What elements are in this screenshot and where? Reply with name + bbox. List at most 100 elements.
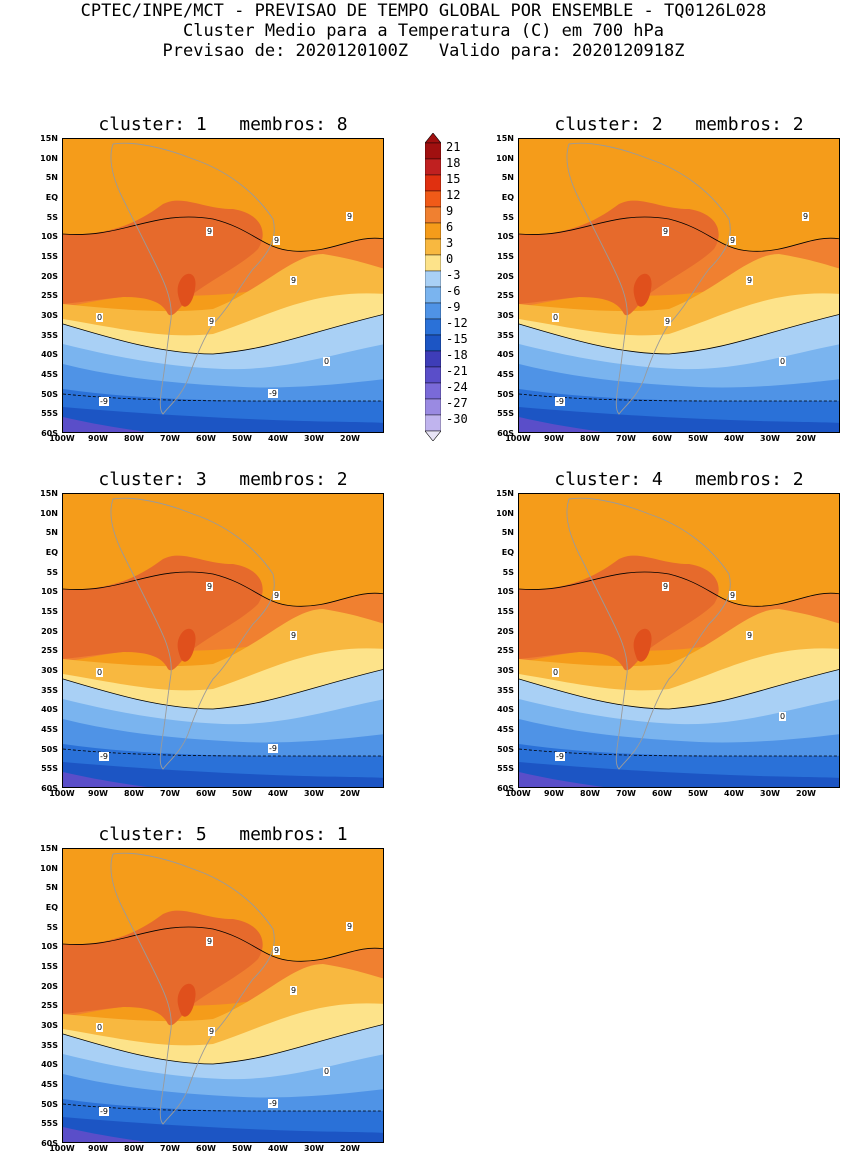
- colorbar-swatch: [424, 190, 442, 208]
- contour-label: 0: [96, 313, 104, 322]
- temperature-band: [63, 417, 148, 432]
- colorbar-swatch: [424, 302, 442, 320]
- latitude-tick-label: 5N: [45, 528, 58, 538]
- longitude-tick-label: 20W: [340, 1144, 360, 1153]
- colorbar-swatch: [424, 254, 442, 272]
- colorbar-value-label: -27: [446, 396, 468, 410]
- colorbar-swatch: [424, 174, 442, 192]
- contour-line: [63, 748, 383, 757]
- latitude-tick-label: 20S: [497, 271, 514, 281]
- temperature-map-panel: 9 9 9 9 9 0 0 -9 -9: [62, 848, 384, 1143]
- latitude-tick-label: 5S: [502, 212, 514, 222]
- colorbar-value-label: -9: [446, 300, 461, 314]
- latitude-tick-label: EQ: [501, 193, 514, 202]
- colorbar-swatch: [424, 382, 442, 400]
- latitude-tick-label: 10N: [496, 508, 514, 518]
- longitude-tick-label: 60W: [196, 434, 216, 443]
- contour-label: 9: [729, 591, 737, 600]
- contour-label: 9: [290, 986, 298, 995]
- coastline-south-america: [566, 497, 731, 770]
- latitude-tick-label: 45S: [41, 1080, 58, 1089]
- temperature-band: [63, 1127, 148, 1142]
- contour-label: 0: [323, 357, 331, 366]
- contour-label: -9: [555, 397, 565, 406]
- longitude-tick-label: 50W: [232, 789, 252, 798]
- colorbar-value-label: -6: [446, 284, 461, 298]
- temperature-field: [63, 139, 383, 432]
- contour-label: 9: [206, 227, 214, 236]
- latitude-tick-label: 25S: [41, 291, 58, 301]
- latitude-tick-label: 55S: [41, 764, 58, 774]
- colorbar-swatch: [424, 334, 442, 352]
- latitude-tick-label: EQ: [45, 548, 58, 557]
- latitude-tick-label: 35S: [41, 685, 58, 695]
- longitude-tick-label: 50W: [688, 434, 708, 443]
- contour-label: 9: [746, 631, 754, 640]
- coastline-south-america: [110, 852, 275, 1125]
- contour-label: 9: [290, 276, 298, 285]
- latitude-tick-label: 10S: [41, 587, 58, 597]
- contour-line: [63, 393, 383, 402]
- colorbar: [424, 132, 442, 442]
- temperature-band: [63, 407, 383, 432]
- latitude-tick-label: 10N: [40, 508, 58, 518]
- latitude-tick-label: 15N: [496, 134, 514, 143]
- latitude-tick-label: 55S: [41, 1119, 58, 1129]
- colorbar-swatch: [424, 350, 442, 368]
- longitude-tick-label: 50W: [232, 434, 252, 443]
- contour-label: 0: [779, 712, 787, 721]
- contour-label: 0: [323, 1067, 331, 1076]
- longitude-tick-label: 20W: [796, 789, 816, 798]
- latitude-tick-label: 15N: [40, 489, 58, 498]
- latitude-tick-label: 55S: [497, 764, 514, 774]
- coastline-south-america: [110, 142, 275, 415]
- latitude-tick-label: 15N: [496, 489, 514, 498]
- latitude-tick-label: 50S: [41, 744, 58, 754]
- coastline-south-america: [110, 497, 275, 770]
- latitude-tick-label: 40S: [41, 705, 58, 715]
- latitude-tick-label: 45S: [497, 370, 514, 379]
- contour-label: 9: [273, 236, 281, 245]
- colorbar-value-label: -15: [446, 332, 468, 346]
- panel-title: cluster: 5 membros: 1: [98, 824, 348, 845]
- longitude-tick-label: 20W: [796, 434, 816, 443]
- temperature-band: [519, 772, 604, 787]
- longitude-tick-label: 60W: [652, 789, 672, 798]
- latitude-tick-label: 5S: [46, 922, 58, 932]
- contour-label: 9: [273, 946, 281, 955]
- latitude-tick-label: 15N: [40, 844, 58, 853]
- contour-label: -9: [268, 389, 278, 398]
- latitude-tick-label: 55S: [41, 409, 58, 419]
- contour-label: 9: [206, 582, 214, 591]
- temperature-band: [633, 273, 652, 307]
- latitude-tick-label: 10N: [496, 153, 514, 163]
- contour-label: 9: [290, 631, 298, 640]
- longitude-tick-label: 70W: [160, 789, 180, 798]
- longitude-tick-label: 40W: [724, 434, 744, 443]
- latitude-tick-label: 5N: [45, 173, 58, 183]
- contour-label: 9: [662, 582, 670, 591]
- colorbar-value-label: 0: [446, 252, 454, 266]
- latitude-tick-label: 10S: [41, 232, 58, 242]
- longitude-tick-label: 40W: [268, 434, 288, 443]
- colorbar-swatch: [424, 206, 442, 224]
- latitude-tick-label: 35S: [497, 685, 514, 695]
- temperature-map-panel: 9 9 9 9 9 0 0 -9: [518, 138, 840, 433]
- contour-line: [63, 571, 383, 607]
- colorbar-value-label: 15: [446, 172, 461, 186]
- latitude-tick-label: 60S: [41, 1139, 58, 1148]
- contour-label: -9: [99, 1107, 109, 1116]
- contour-line: [519, 571, 839, 607]
- header-line-1: CPTEC/INPE/MCT - PREVISAO DE TEMPO GLOBA…: [80, 1, 767, 21]
- longitude-tick-label: 60W: [196, 789, 216, 798]
- temperature-field: [63, 849, 383, 1142]
- contour-label: 0: [96, 1023, 104, 1032]
- colorbar-value-label: 21: [446, 140, 461, 154]
- latitude-tick-label: 35S: [41, 1040, 58, 1050]
- colorbar-swatch: [424, 398, 442, 416]
- latitude-tick-label: 5N: [501, 173, 514, 183]
- latitude-tick-label: 20S: [41, 981, 58, 991]
- header-line-3: Previsao de: 2020120100Z Valido para: 20…: [162, 41, 685, 61]
- panel-title: cluster: 2 membros: 2: [554, 114, 804, 135]
- longitude-tick-label: 70W: [160, 1144, 180, 1153]
